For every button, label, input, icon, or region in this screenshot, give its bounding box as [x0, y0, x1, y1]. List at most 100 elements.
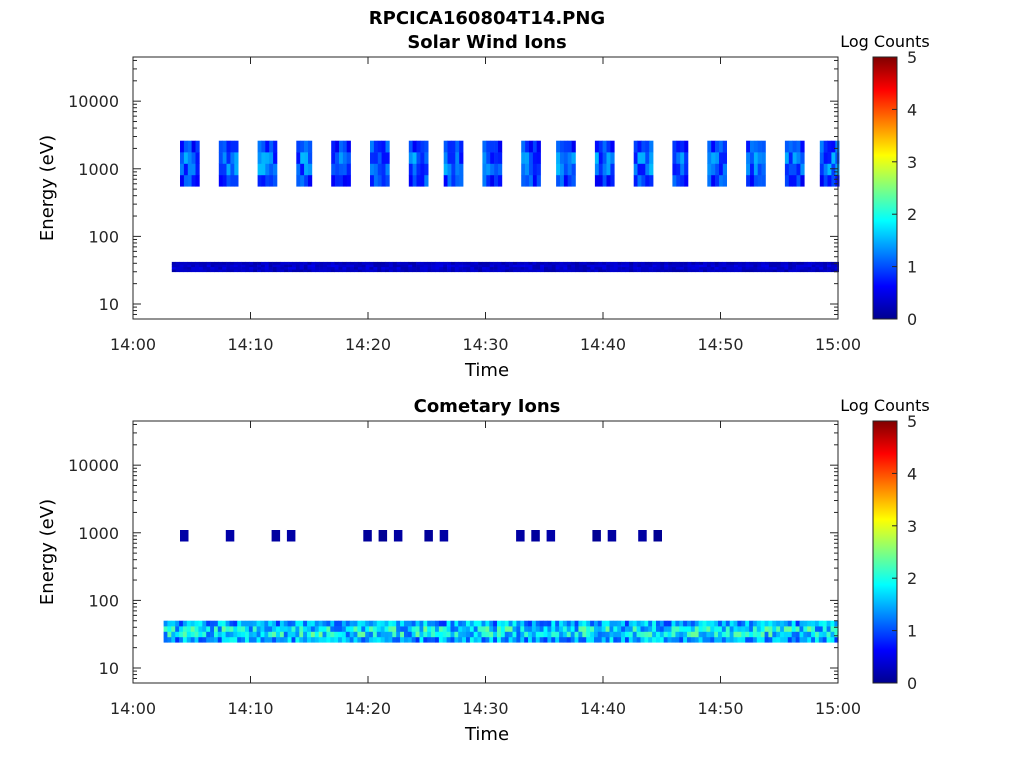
heatmap-cell [512, 636, 517, 643]
heatmap-cell [287, 631, 292, 638]
heatmap-cell [609, 266, 615, 270]
heatmap-cell [268, 264, 273, 268]
heatmap-cell [451, 261, 456, 265]
heatmap-cell [671, 620, 676, 627]
heatmap-cell [807, 269, 812, 273]
heatmap-cell [218, 174, 223, 187]
heatmap-cell [349, 620, 354, 627]
heatmap-cell [451, 152, 456, 164]
heatmap-cell [765, 266, 770, 270]
heatmap-cell [835, 140, 840, 153]
heatmap-cell [535, 620, 540, 627]
heatmap-cell [664, 264, 669, 268]
heatmap-cell [710, 620, 715, 627]
heatmap-cell [438, 631, 444, 638]
heatmap-cell [346, 152, 351, 164]
heatmap-cell [536, 152, 541, 164]
heatmap-cell [784, 264, 789, 268]
heatmap-cell [753, 269, 758, 273]
heatmap-cell [749, 631, 754, 638]
heatmap-cell [489, 636, 494, 643]
heatmap-cell [621, 620, 626, 627]
heatmap-cell [342, 152, 348, 164]
heatmap-cell [784, 174, 790, 187]
heatmap-cell [191, 269, 196, 273]
heatmap-cell [675, 264, 680, 268]
heatmap-cell [497, 264, 502, 268]
heatmap-cell [815, 626, 820, 632]
heatmap-cell [198, 636, 203, 643]
heatmap-cell [179, 266, 184, 270]
heatmap-cell [753, 264, 758, 268]
heatmap-cell [807, 620, 812, 627]
heatmap-cell [575, 261, 580, 265]
heatmap-cell [195, 266, 200, 270]
heatmap-cell [796, 269, 801, 273]
heatmap-cell [521, 140, 526, 153]
heatmap-cell [719, 152, 724, 164]
heatmap-cell [330, 264, 335, 268]
heatmap-cell [746, 140, 751, 153]
heatmap-cell [559, 261, 564, 265]
heatmap-cell [182, 631, 188, 638]
heatmap-cell [570, 626, 575, 632]
heatmap-cell [772, 261, 777, 265]
heatmap-cell [818, 631, 823, 638]
heatmap-cell [498, 140, 503, 153]
heatmap-cell [350, 261, 355, 265]
heatmap-cell [644, 269, 649, 273]
heatmap-cell [721, 620, 727, 627]
heatmap-cell [308, 174, 313, 187]
heatmap-cell [191, 152, 196, 164]
heatmap-cell [392, 620, 397, 627]
heatmap-cell [706, 631, 711, 638]
heatmap-cell [633, 152, 638, 164]
heatmap-cell [334, 266, 339, 270]
heatmap-cell [361, 631, 366, 638]
heatmap-cell [404, 269, 409, 273]
heatmap-cell [772, 636, 777, 643]
heatmap-cell [645, 174, 650, 187]
heatmap-cell [811, 636, 816, 643]
heatmap-cell [811, 620, 816, 627]
heatmap-cell [179, 636, 184, 643]
heatmap-cell [482, 269, 487, 273]
heatmap-cell [187, 261, 192, 265]
heatmap-cell [737, 266, 743, 270]
heatmap-cell [544, 264, 549, 268]
heatmap-cell [408, 140, 413, 153]
heatmap-cell [218, 163, 223, 176]
heatmap-cell [722, 140, 727, 153]
heatmap-cell [474, 266, 479, 270]
heatmap-cell [625, 636, 630, 643]
heatmap-cell [578, 261, 584, 265]
heatmap-cell [776, 631, 781, 638]
heatmap-cell [788, 266, 793, 270]
heatmap-cell [419, 261, 425, 265]
heatmap-cell [641, 264, 646, 268]
heatmap-cell [667, 620, 672, 627]
heatmap-cell [664, 266, 669, 270]
heatmap-cell [416, 269, 421, 273]
heatmap-cell [680, 140, 685, 153]
heatmap-cell [338, 266, 343, 270]
heatmap-cell [229, 636, 234, 643]
heatmap-cell [563, 152, 569, 164]
heatmap-cell [191, 261, 196, 265]
heatmap-cell [451, 174, 456, 187]
heatmap-cell [757, 261, 762, 265]
heatmap-cell [823, 174, 828, 187]
heatmap-cell [380, 636, 385, 643]
heatmap-cell [718, 266, 723, 270]
heatmap-cell [392, 266, 397, 270]
heatmap-cell [592, 530, 601, 542]
heatmap-cell [745, 626, 750, 632]
heatmap-cell [830, 631, 835, 638]
heatmap-cell [210, 636, 215, 643]
heatmap-cell [792, 163, 797, 176]
heatmap-cell [190, 626, 195, 632]
heatmap-cell [179, 626, 184, 632]
heatmap-cell [357, 264, 363, 268]
heatmap-cell [439, 264, 444, 268]
heatmap-cell [606, 269, 611, 273]
